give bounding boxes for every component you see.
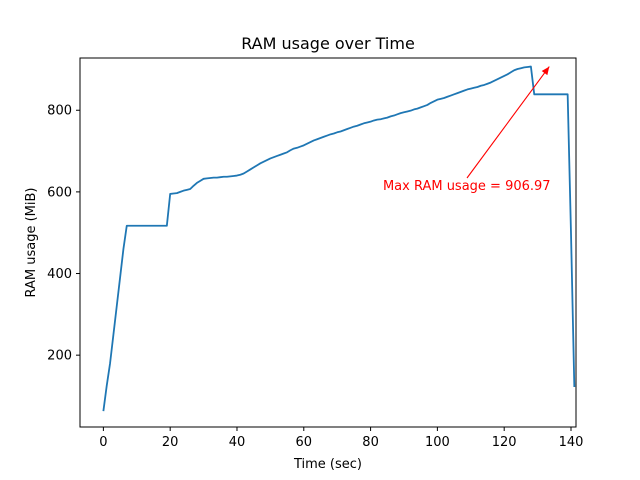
- y-tick-label: 600: [47, 185, 72, 200]
- annotation-arrow: [466, 66, 550, 179]
- ram-usage-line: [102, 65, 576, 412]
- x-tick-label: 140: [559, 435, 584, 450]
- x-tick-label: 20: [162, 435, 179, 450]
- y-axis-ticks: 200 400 600 800: [47, 104, 80, 364]
- y-tick-label: 400: [47, 267, 72, 282]
- x-tick-label: 60: [296, 435, 313, 450]
- x-tick-label: 100: [425, 435, 450, 450]
- x-tick-label: 120: [492, 435, 517, 450]
- plot-frame: [79, 57, 577, 428]
- y-axis-label: RAM usage (MiB): [24, 188, 39, 298]
- y-tick-label: 800: [47, 104, 72, 119]
- x-tick-label: 80: [362, 435, 379, 450]
- series-layer: [102, 65, 576, 412]
- x-axis-label: Time (sec): [293, 457, 362, 472]
- x-tick-label: 40: [229, 435, 246, 450]
- x-tick-label: 0: [99, 435, 107, 450]
- x-axis-ticks: 0 20 40 60 80 100 120 140: [99, 427, 583, 450]
- y-tick-label: 200: [47, 349, 72, 364]
- max-ram-annotation-text: Max RAM usage = 906.97: [383, 179, 551, 194]
- chart-title: RAM usage over Time: [241, 34, 415, 53]
- annotation-layer: Max RAM usage = 906.97: [383, 66, 551, 194]
- annotation-arrowhead: [541, 66, 550, 76]
